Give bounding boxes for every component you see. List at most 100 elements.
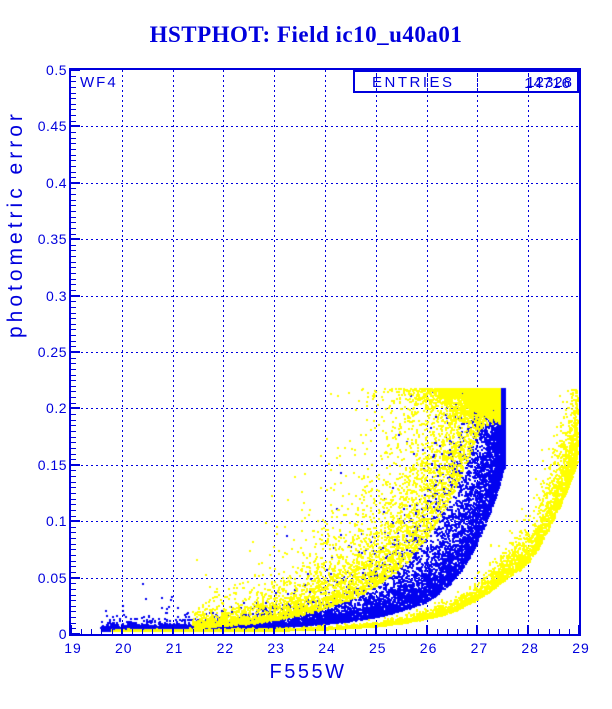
y-minor-tick: [71, 532, 76, 534]
y-minor-tick: [71, 340, 76, 342]
y-minor-tick: [71, 211, 76, 212]
x-tick-label: 25: [369, 640, 387, 656]
y-major-tick: [71, 633, 80, 635]
y-minor-tick: [71, 188, 76, 190]
y-tick-label: 0.25: [37, 344, 67, 360]
y-minor-tick: [71, 425, 76, 427]
y-minor-tick: [71, 227, 76, 229]
y-minor-tick: [71, 459, 76, 461]
y-minor-tick: [71, 430, 76, 432]
x-minor-tick: [243, 629, 245, 634]
x-minor-tick: [233, 629, 235, 634]
y-minor-tick: [71, 154, 76, 156]
x-major-tick: [70, 625, 72, 634]
x-major-tick: [425, 625, 428, 634]
y-minor-tick: [71, 419, 76, 421]
y-minor-tick: [71, 600, 76, 602]
x-minor-tick: [162, 629, 164, 634]
y-minor-tick: [71, 137, 76, 139]
y-minor-tick: [71, 493, 76, 494]
y-minor-tick: [71, 555, 76, 557]
y-major-tick: [71, 351, 80, 353]
y-major-tick: [71, 576, 80, 579]
x-minor-tick: [355, 629, 357, 634]
y-minor-tick: [71, 244, 76, 246]
y-minor-tick: [71, 289, 76, 291]
x-minor-tick: [345, 629, 347, 634]
y-major-tick: [71, 238, 80, 241]
y-minor-tick: [71, 622, 76, 624]
x-minor-tick: [192, 629, 194, 634]
y-minor-tick: [71, 261, 76, 263]
y-tick-label: 0: [58, 626, 67, 642]
y-minor-tick: [71, 233, 76, 235]
y-minor-tick: [71, 323, 76, 325]
y-minor-tick: [71, 402, 76, 404]
x-minor-tick: [365, 629, 367, 634]
y-minor-tick: [71, 363, 76, 365]
y-minor-tick: [71, 81, 76, 83]
x-major-tick: [527, 625, 530, 634]
x-tick-label: 29: [572, 640, 590, 656]
y-minor-tick: [71, 199, 76, 201]
x-major-tick: [171, 625, 174, 634]
x-minor-tick: [558, 629, 560, 634]
y-minor-tick: [71, 380, 76, 382]
y-tick-label: 0.5: [46, 62, 67, 78]
y-minor-tick: [71, 278, 76, 280]
x-minor-tick: [101, 629, 103, 634]
y-major-tick: [71, 294, 80, 297]
y-minor-tick: [71, 75, 76, 77]
y-minor-tick: [71, 571, 76, 573]
y-minor-tick: [71, 566, 76, 568]
y-minor-tick: [71, 346, 76, 348]
y-minor-tick: [71, 549, 76, 551]
y-minor-tick: [71, 470, 76, 472]
y-minor-tick: [71, 560, 76, 562]
y-minor-tick: [71, 132, 76, 134]
x-tick-label: 19: [64, 640, 82, 656]
y-minor-tick: [71, 194, 76, 196]
y-minor-tick: [71, 256, 76, 258]
x-minor-tick: [213, 629, 215, 634]
x-major-tick: [222, 625, 225, 634]
y-tick-label: 0.35: [37, 231, 67, 248]
entries-label: ENTRIES: [372, 74, 455, 91]
x-minor-tick: [507, 629, 509, 634]
y-minor-tick: [71, 588, 76, 590]
y-minor-tick: [71, 538, 76, 540]
tick-layer: 19 20 21 22 23 24 25 26 27 28 29 0 0.05 0.1 0.15 0.2 0.2…: [38, 62, 589, 656]
y-minor-tick: [71, 284, 76, 286]
entries-value-1: 12328: [526, 74, 573, 91]
x-minor-tick: [284, 629, 286, 634]
x-minor-tick: [497, 629, 499, 634]
x-major-tick: [120, 625, 123, 634]
y-minor-tick: [71, 509, 76, 511]
x-axis-title: F555W: [269, 661, 347, 683]
y-minor-tick: [71, 120, 76, 122]
x-minor-tick: [91, 629, 93, 634]
x-tick-label: 21: [165, 640, 184, 656]
y-minor-tick: [71, 109, 76, 111]
y-minor-tick: [71, 617, 76, 619]
y-minor-tick: [71, 177, 76, 179]
y-minor-tick: [71, 357, 76, 359]
y-minor-tick: [71, 216, 76, 218]
y-tick-label: 0.45: [37, 118, 67, 135]
y-tick-label: 0.1: [46, 513, 67, 530]
entries-value-2: 14716: [524, 75, 571, 92]
y-tick-label: 0.15: [37, 456, 67, 473]
x-minor-tick: [335, 629, 337, 634]
y-minor-tick: [71, 273, 76, 275]
y-minor-tick: [71, 329, 76, 331]
y-minor-tick: [71, 318, 76, 320]
x-minor-tick: [467, 629, 469, 634]
y-minor-tick: [71, 92, 76, 94]
x-minor-tick: [487, 629, 489, 634]
x-minor-tick: [111, 629, 113, 634]
y-minor-tick: [71, 397, 76, 399]
x-minor-tick: [436, 629, 438, 634]
x-tick-label: 22: [216, 640, 235, 656]
y-minor-tick: [71, 481, 76, 483]
x-minor-tick: [253, 629, 255, 634]
